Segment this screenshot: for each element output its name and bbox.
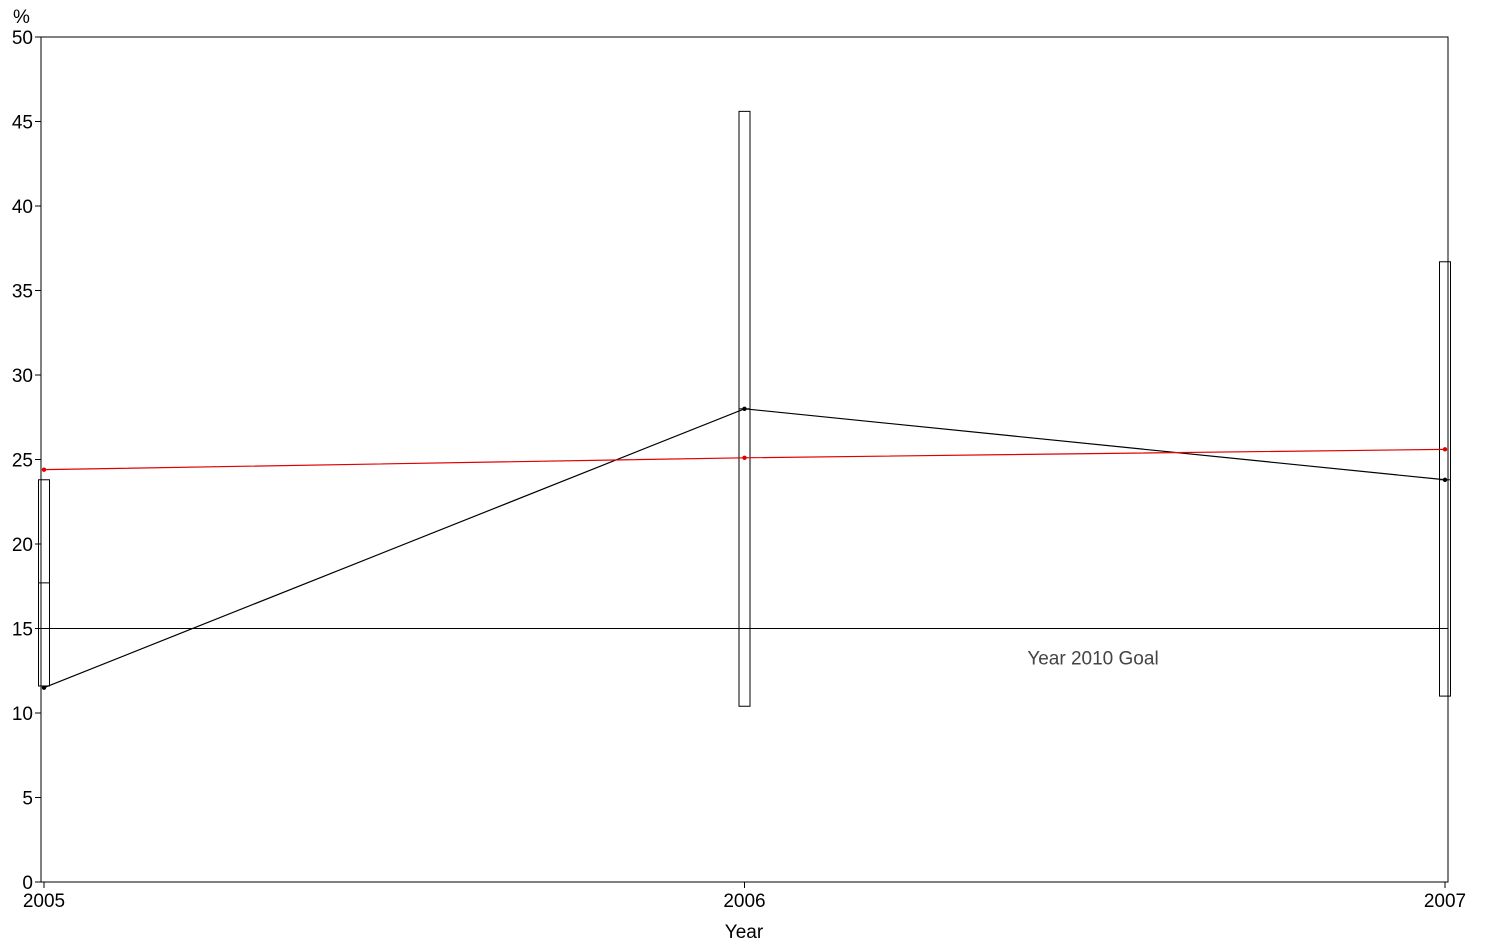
y-tick-label: 35: [12, 282, 33, 303]
series-line-1: [43, 408, 1446, 689]
x-tick-label: 2007: [1424, 891, 1466, 912]
reference-layer: Year 2010 Goal: [41, 628, 1448, 670]
series-point-2: [1442, 447, 1448, 452]
series-point-1: [1442, 477, 1448, 482]
series-point-2: [41, 467, 47, 472]
y-axis: 0 5 10 15 20 25 30 35 40 45 50: [12, 28, 41, 894]
y-tick-label: 20: [12, 535, 33, 556]
series-point-1: [742, 406, 747, 411]
series-point-1: [41, 685, 47, 690]
x-axis-title: Year: [725, 922, 764, 943]
y-axis-title: %: [13, 7, 30, 28]
x-tick-label: 2006: [723, 891, 765, 912]
y-tick-label: 45: [12, 113, 33, 134]
goal-label: Year 2010 Goal: [1027, 649, 1158, 670]
series-point-2: [742, 455, 747, 461]
y-tick-label: 40: [12, 197, 33, 218]
x-axis: 2005 2006 2007: [23, 882, 1466, 912]
y-tick-label: 30: [12, 366, 33, 387]
y-tick-label: 10: [12, 704, 33, 725]
y-tick-label: 0: [22, 873, 33, 894]
y-tick-label: 5: [22, 789, 33, 810]
y-tick-label: 25: [12, 451, 33, 472]
x-tick-label: 2005: [23, 891, 65, 912]
series-layer: [41, 406, 1448, 690]
y-tick-label: 15: [12, 620, 33, 641]
y-tick-label: 50: [12, 28, 33, 49]
